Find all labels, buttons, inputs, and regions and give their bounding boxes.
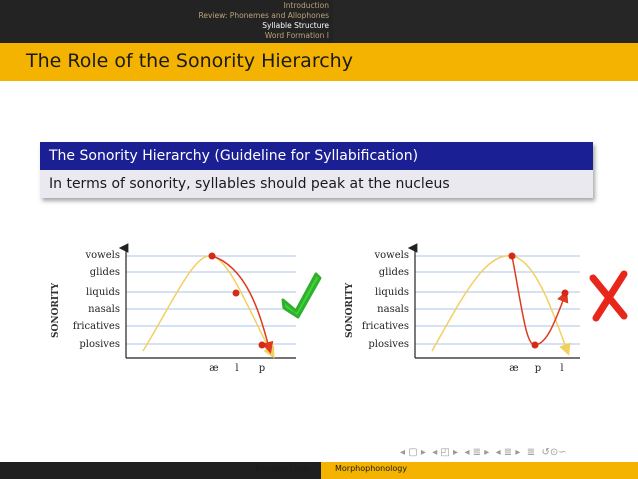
segment-label-l: l bbox=[235, 363, 238, 374]
section-list-panel: Introduction Review: Phonemes and Alloph… bbox=[0, 0, 333, 43]
footline: Meagan Louie Morphophonology bbox=[0, 462, 638, 479]
chart-left: SONORITY vowels glides liquids nasals fr… bbox=[51, 243, 322, 374]
sonority-figure-good: SONORITY vowels glides liquids nasals fr… bbox=[51, 243, 628, 374]
nav-section-syllable-structure[interactable]: Syllable Structure bbox=[262, 21, 329, 30]
level-liquids: liquids bbox=[86, 287, 120, 298]
level-plosives: plosives bbox=[368, 339, 409, 350]
segment-dot-p bbox=[258, 341, 266, 349]
sonority-curve bbox=[431, 255, 571, 356]
level-vowels: vowels bbox=[374, 250, 409, 261]
level-nasals: nasals bbox=[377, 304, 409, 315]
chart-right: SONORITY vowels glides liquids nasals fr… bbox=[345, 243, 628, 374]
syllable-arrow bbox=[511, 255, 569, 346]
beamer-navigation-symbols: ◂ ▢ ▸ ◂ ◰ ▸ ◂ ≣ ▸ ◂ ≣ ▸ ≣ ↺⊙∽ bbox=[400, 447, 567, 458]
nav-section-review[interactable]: Review: Phonemes and Allophones bbox=[198, 11, 329, 20]
level-liquids: liquids bbox=[375, 287, 409, 298]
grid-lines bbox=[415, 255, 580, 345]
segment-label-ae: æ bbox=[509, 363, 518, 374]
segment-label-ae: æ bbox=[209, 363, 218, 374]
sonority-curve bbox=[142, 255, 275, 359]
nav-section-introduction[interactable]: Introduction bbox=[283, 1, 329, 10]
nav-appendix-icon[interactable]: ≣ bbox=[526, 447, 536, 458]
section-navigation: Introduction Review: Phonemes and Alloph… bbox=[0, 0, 638, 43]
footline-author-panel: Meagan Louie bbox=[0, 462, 321, 479]
segment-dot-l bbox=[561, 289, 569, 297]
y-axis-label: SONORITY bbox=[51, 282, 61, 338]
check-mark-icon bbox=[281, 272, 322, 319]
level-vowels: vowels bbox=[85, 250, 120, 261]
nav-prev-document-icon[interactable]: ◂ ≣ ▸ bbox=[495, 447, 521, 458]
block-title: The Sonority Hierarchy (Guideline for Sy… bbox=[40, 142, 593, 170]
segment-dot-ae bbox=[208, 252, 216, 260]
segment-label-l: l bbox=[560, 363, 563, 374]
grid-lines bbox=[126, 255, 296, 345]
segment-label-p: p bbox=[259, 363, 265, 374]
nav-section-word-formation[interactable]: Word Formation I bbox=[264, 31, 329, 40]
level-plosives: plosives bbox=[79, 339, 120, 350]
cross-mark-icon bbox=[589, 270, 628, 322]
segment-dot-l bbox=[232, 289, 240, 297]
nav-prev-frame-icon[interactable]: ◂ ▢ ▸ bbox=[400, 447, 426, 458]
y-axis-label: SONORITY bbox=[345, 282, 355, 338]
subsection-panel bbox=[333, 0, 638, 43]
search-icon[interactable]: ↺⊙∽ bbox=[541, 447, 567, 458]
segment-label-p: p bbox=[535, 363, 541, 374]
level-nasals: nasals bbox=[88, 304, 120, 315]
level-fricatives: fricatives bbox=[73, 321, 120, 332]
definition-block: The Sonority Hierarchy (Guideline for Sy… bbox=[40, 142, 593, 198]
segment-dot-ae bbox=[508, 252, 516, 260]
footer-author: Meagan Louie bbox=[255, 464, 311, 473]
nav-prev-section-icon[interactable]: ◂ ≣ ▸ bbox=[464, 447, 490, 458]
level-fricatives: fricatives bbox=[362, 321, 409, 332]
frame-title: The Role of the Sonority Hierarchy bbox=[26, 50, 353, 72]
syllable-arrow bbox=[211, 255, 274, 354]
frame-title-bar: The Role of the Sonority Hierarchy bbox=[0, 43, 638, 81]
level-glides: glides bbox=[90, 267, 120, 278]
nav-prev-subsection-icon[interactable]: ◂ ◰ ▸ bbox=[432, 447, 459, 458]
section-list: Introduction Review: Phonemes and Alloph… bbox=[0, 1, 333, 41]
block-body: In terms of sonority, syllables should p… bbox=[40, 170, 593, 198]
footer-talk-title: Morphophonology bbox=[335, 464, 408, 473]
segment-dot-p bbox=[531, 341, 539, 349]
footline-title-panel: Morphophonology bbox=[321, 462, 638, 479]
level-glides: glides bbox=[379, 267, 409, 278]
